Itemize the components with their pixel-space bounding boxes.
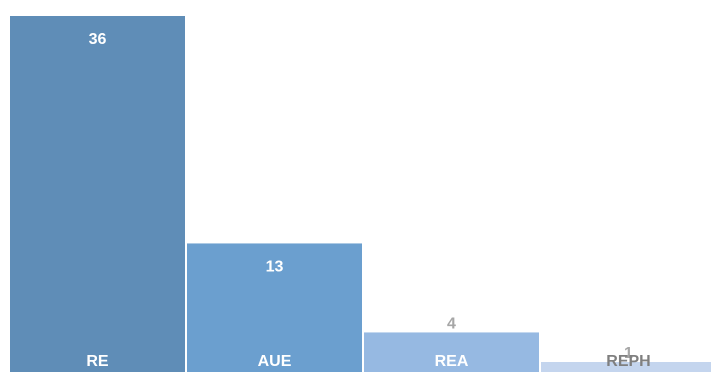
value-label-re: 36 xyxy=(89,31,107,48)
category-label-re: RE xyxy=(86,353,109,370)
category-label-reph: REPH xyxy=(606,353,650,370)
bars-group xyxy=(10,16,711,372)
category-labels-group: RE AUE REA REPH xyxy=(86,353,650,370)
bar-aue xyxy=(187,243,362,372)
bar-re xyxy=(10,16,185,372)
bar-reph xyxy=(541,362,711,372)
category-label-rea: REA xyxy=(435,353,469,370)
bar-rea xyxy=(364,332,539,372)
value-label-rea: 4 xyxy=(447,315,456,332)
category-label-aue: AUE xyxy=(258,353,292,370)
value-label-reph: 1 xyxy=(624,345,633,362)
value-labels-group: 36 13 4 1 xyxy=(89,31,633,362)
value-label-aue: 13 xyxy=(266,258,284,275)
